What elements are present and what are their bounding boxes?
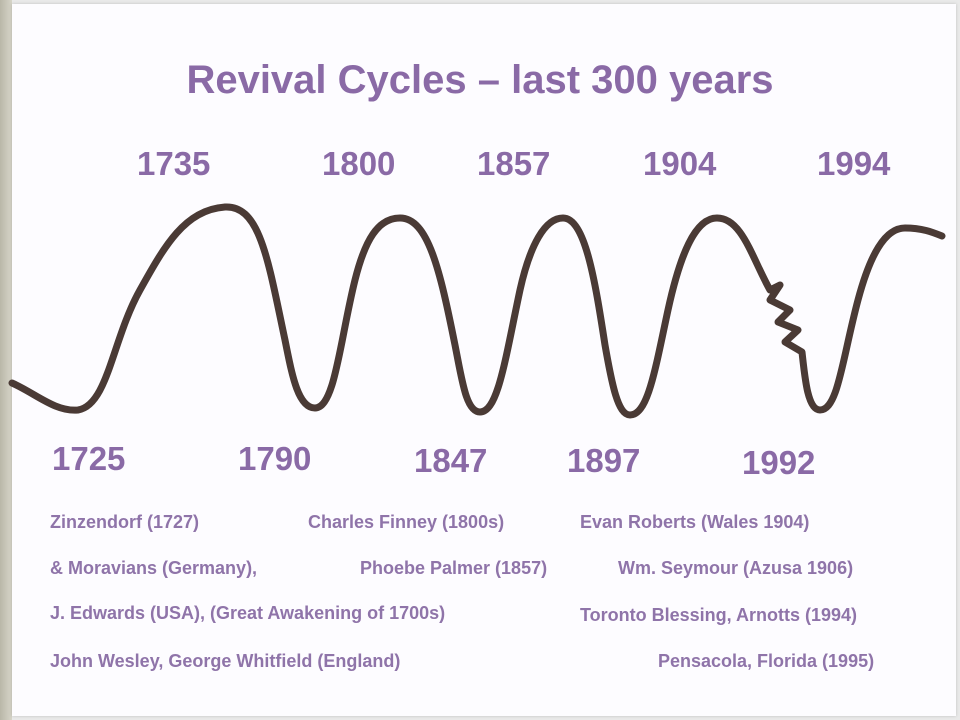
trough-year-3: 1847 [414, 442, 488, 479]
note-palmer: Phoebe Palmer (1857) [360, 558, 548, 578]
slide-left-edge [0, 0, 12, 720]
note-roberts: Evan Roberts (Wales 1904) [580, 512, 810, 532]
note-seymour: Wm. Seymour (Azusa 1906) [618, 558, 854, 578]
slide [12, 4, 956, 716]
peak-year-4: 1904 [643, 145, 717, 182]
peak-year-1: 1735 [137, 145, 211, 182]
note-finney: Charles Finney (1800s) [308, 512, 505, 532]
peak-year-5: 1994 [817, 145, 891, 182]
note-wesley: John Wesley, George Whitfield (England) [50, 651, 401, 671]
note-toronto: Toronto Blessing, Arnotts (1994) [580, 605, 858, 625]
note-zinzendorf: Zinzendorf (1727) [50, 512, 200, 532]
note-edwards: J. Edwards (USA), (Great Awakening of 17… [50, 603, 446, 623]
note-moravians: & Moravians (Germany), [50, 558, 258, 578]
trough-year-4: 1897 [567, 442, 641, 479]
trough-year-1: 1725 [52, 440, 126, 477]
peak-year-3: 1857 [477, 145, 551, 182]
wave-line [8, 203, 946, 419]
note-pensacola: Pensacola, Florida (1995) [658, 651, 875, 671]
trough-year-2: 1790 [238, 440, 312, 477]
slide-title: Revival Cycles – last 300 years [186, 58, 774, 102]
peak-year-2: 1800 [322, 145, 396, 182]
trough-year-5: 1992 [742, 444, 816, 481]
